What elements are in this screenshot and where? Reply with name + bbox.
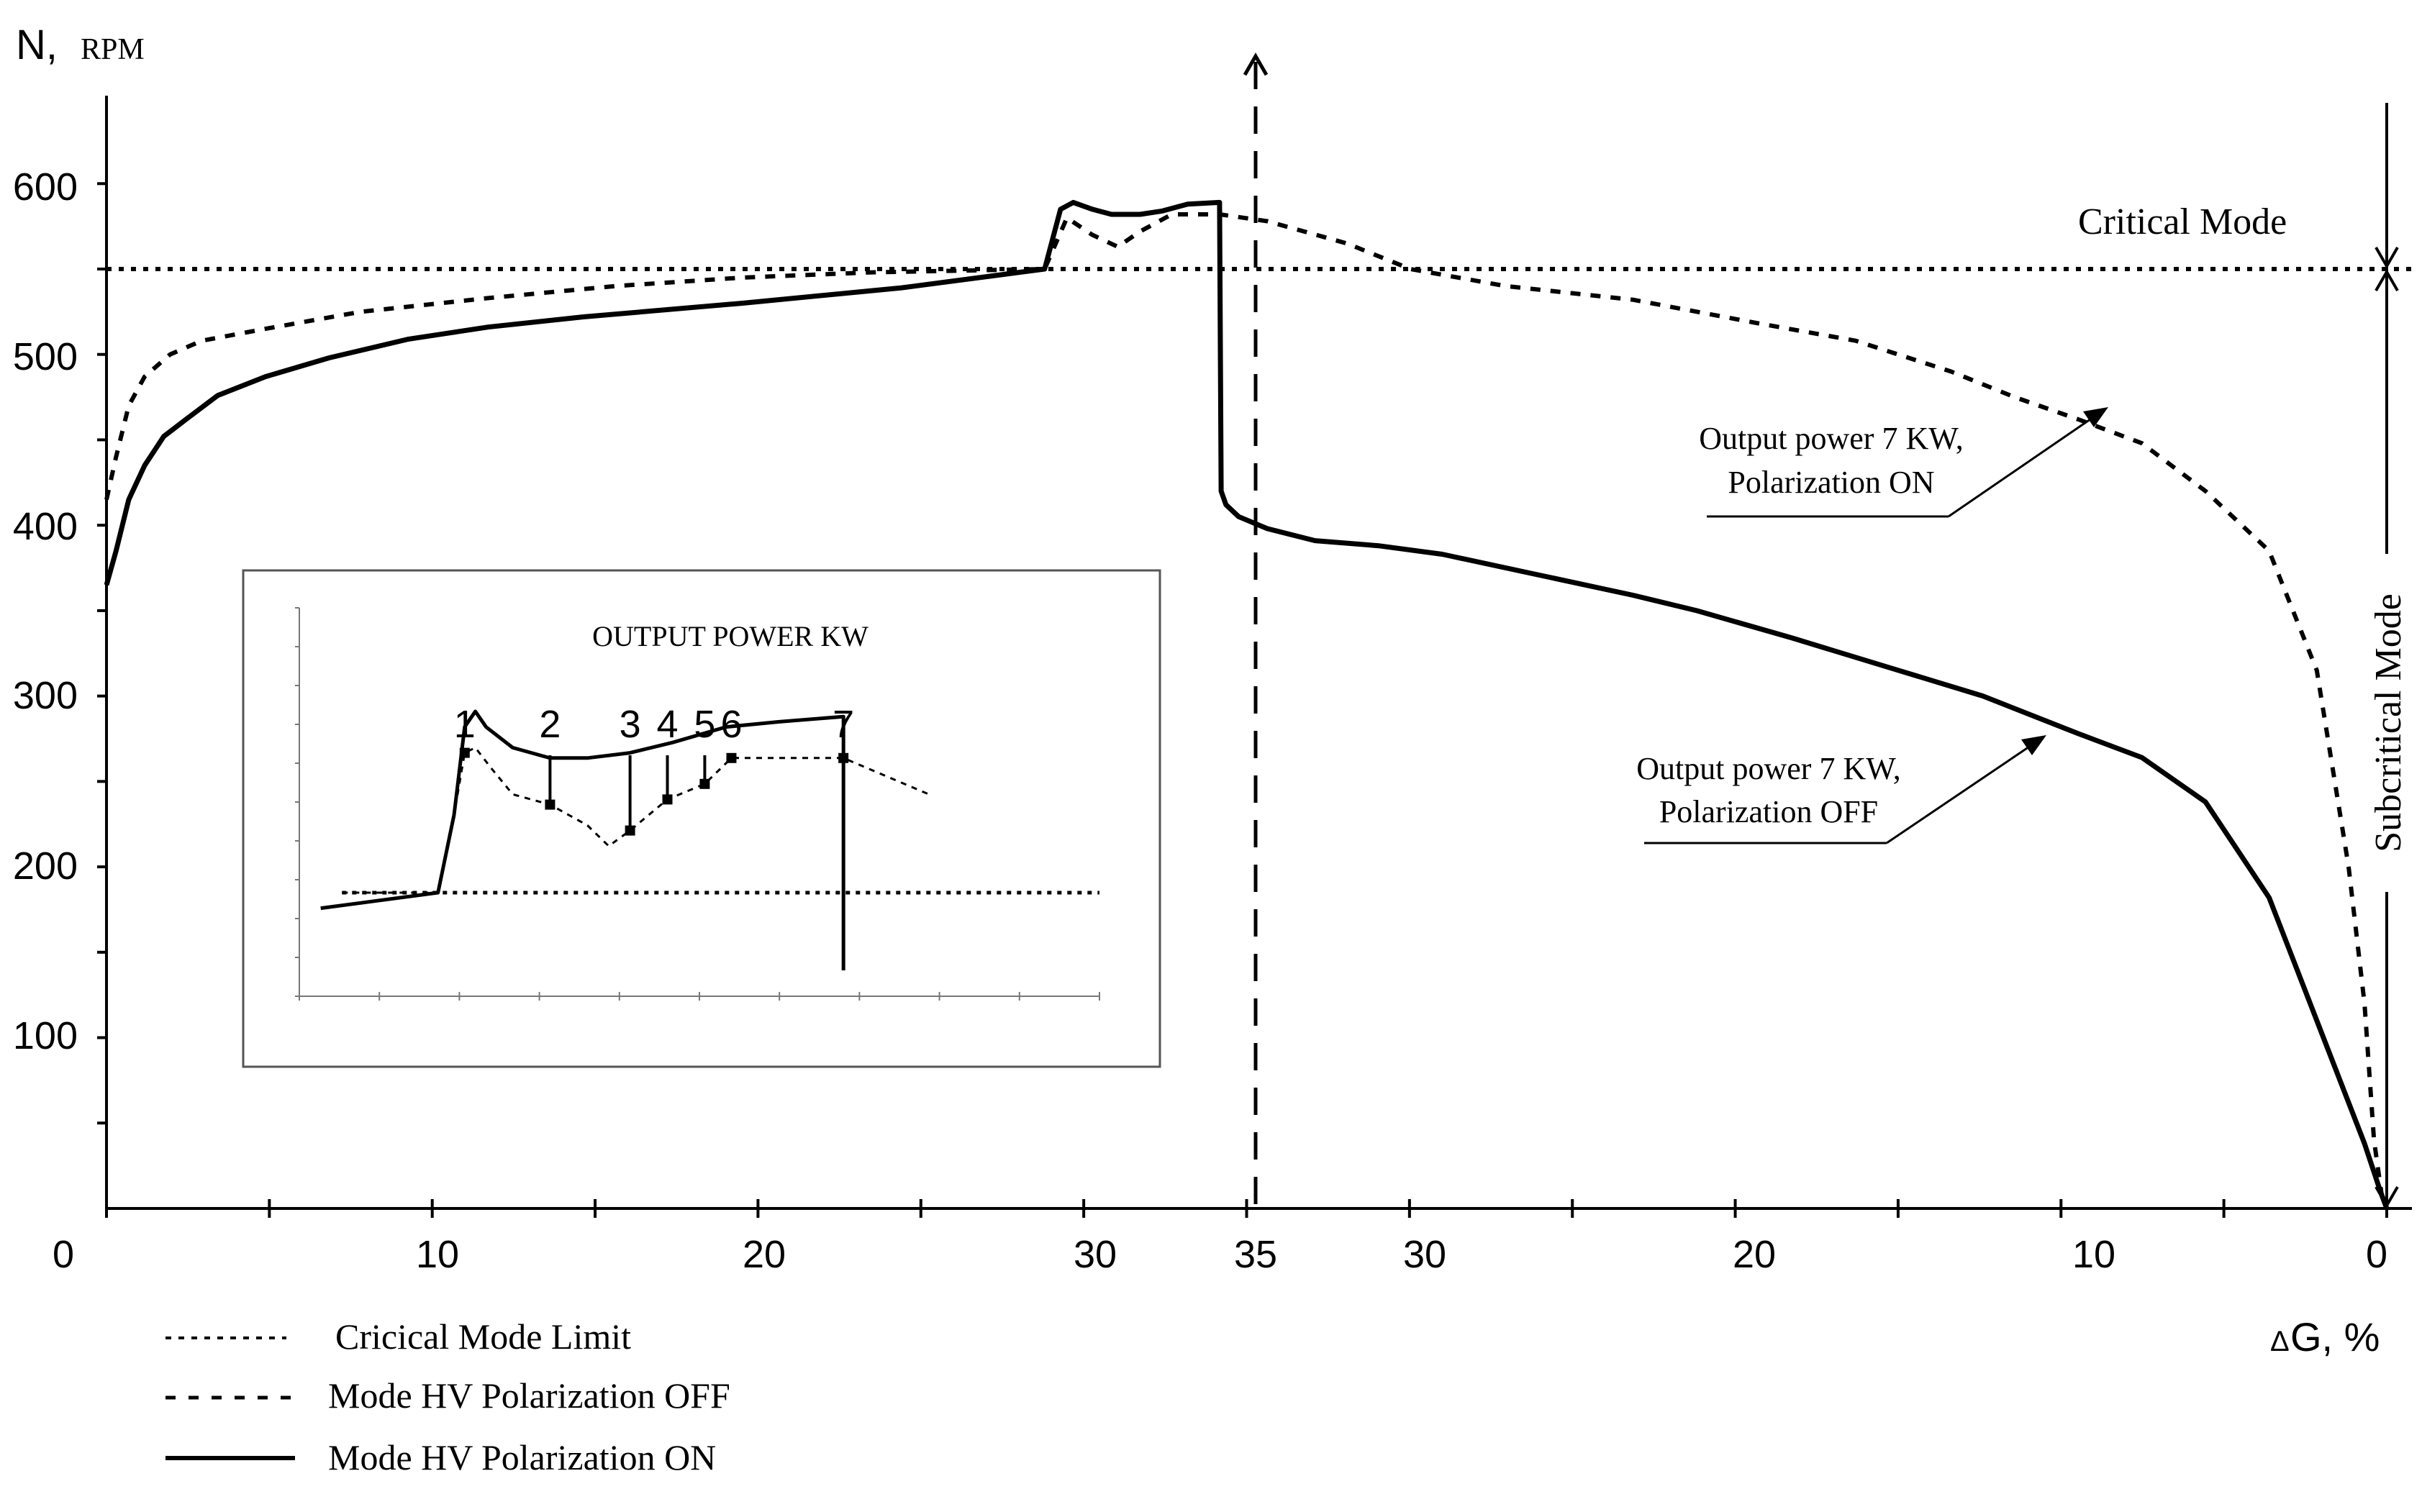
x-tick-label-30-left: 30 xyxy=(1074,1233,1117,1276)
x-tick-label-30-right: 30 xyxy=(1403,1233,1446,1276)
inset-frame xyxy=(242,569,1161,1068)
inset-marker-label: 1 xyxy=(454,703,476,746)
inset-marker-point xyxy=(838,752,849,763)
annotation-polarization-off: Output power 7 KW, Polarization OFF xyxy=(1636,735,2046,844)
inset-marker-point xyxy=(699,778,710,789)
annotation-off-line2: Polarization OFF xyxy=(1659,794,1878,829)
inset-title: OUTPUT POWER KW xyxy=(592,620,868,652)
inset-marker-point xyxy=(459,747,470,758)
legend-label-polarization-on: Mode HV Polarization ON xyxy=(328,1437,716,1477)
y-tick-label-600: 600 xyxy=(13,165,78,209)
y-tick-label-400: 400 xyxy=(13,505,78,548)
x-tick-label-0-right: 0 xyxy=(2366,1233,2387,1276)
x-tick-label-0-left: 0 xyxy=(53,1233,74,1276)
annotation-polarization-on: Output power 7 KW, Polarization ON xyxy=(1699,407,2108,518)
x-tick-label-20-left: 20 xyxy=(743,1233,786,1276)
y-axis-unit: RPM xyxy=(81,33,145,66)
annotation-on-line2: Polarization ON xyxy=(1728,465,1934,500)
inset-marker-label: 5 xyxy=(694,703,715,746)
legend-label-critical-limit: Cricical Mode Limit xyxy=(335,1316,631,1357)
arrow-down-icon xyxy=(2375,1186,2399,1209)
y-axis-title: N, xyxy=(16,22,58,68)
arrow-head-icon xyxy=(2021,735,2046,755)
arrow-up-icon xyxy=(1243,52,1269,76)
region-label-subcritical: Subcritical Mode xyxy=(2368,593,2409,852)
y-tick-label-200: 200 xyxy=(13,844,78,888)
annotation-on-line1: Output power 7 KW, xyxy=(1699,421,1963,456)
region-label-critical: Critical Mode xyxy=(2078,201,2287,242)
x-ticks xyxy=(105,1199,2388,1218)
x-tick-labels: 0 10 20 30 35 30 20 10 0 xyxy=(53,1233,2387,1276)
y-tick-label-100: 100 xyxy=(13,1014,78,1057)
x-axis-title: G, % xyxy=(2290,1314,2380,1360)
x-tick-label-10-right: 10 xyxy=(2072,1233,2115,1276)
center-separator xyxy=(1243,52,1269,1208)
y-tick-label-500: 500 xyxy=(13,335,78,378)
arrow-head-icon xyxy=(2083,407,2108,427)
y-tick-label-300: 300 xyxy=(13,674,78,717)
inset-marker-point xyxy=(726,752,737,763)
inset-series-dashed xyxy=(342,746,930,894)
x-tick-label-10-left: 10 xyxy=(416,1233,459,1276)
inset-marker-label: 3 xyxy=(620,703,641,746)
y-tick-labels: 100 200 300 400 500 600 xyxy=(13,165,78,1057)
inset-marker-label: 4 xyxy=(656,703,678,746)
inset-marker-point xyxy=(625,825,635,836)
inset-marker-point xyxy=(545,799,555,810)
y-ticks xyxy=(97,182,106,1125)
x-axis-title-prefix: Δ xyxy=(2270,1326,2290,1357)
x-tick-label-35: 35 xyxy=(1234,1233,1277,1276)
annotation-off-line1: Output power 7 KW, xyxy=(1636,751,1900,786)
inset-ticks xyxy=(295,607,1100,1001)
inset-marker-label: 2 xyxy=(539,703,561,746)
inset-marker-label: 6 xyxy=(720,703,742,746)
legend: Cricical Mode Limit Mode HV Polarization… xyxy=(165,1316,730,1477)
series-polarization-on-line xyxy=(104,199,2390,1210)
inset-marker-label: 7 xyxy=(833,703,854,746)
x-tick-label-20-right: 20 xyxy=(1733,1233,1776,1276)
inset-marker-point xyxy=(662,794,673,805)
mode-brackets xyxy=(2375,247,2399,1209)
legend-label-polarization-off: Mode HV Polarization OFF xyxy=(328,1375,730,1416)
arrow-down-icon xyxy=(2375,247,2399,270)
arrow-up-icon xyxy=(2375,268,2399,291)
series-polarization-off-line xyxy=(104,212,2386,1209)
